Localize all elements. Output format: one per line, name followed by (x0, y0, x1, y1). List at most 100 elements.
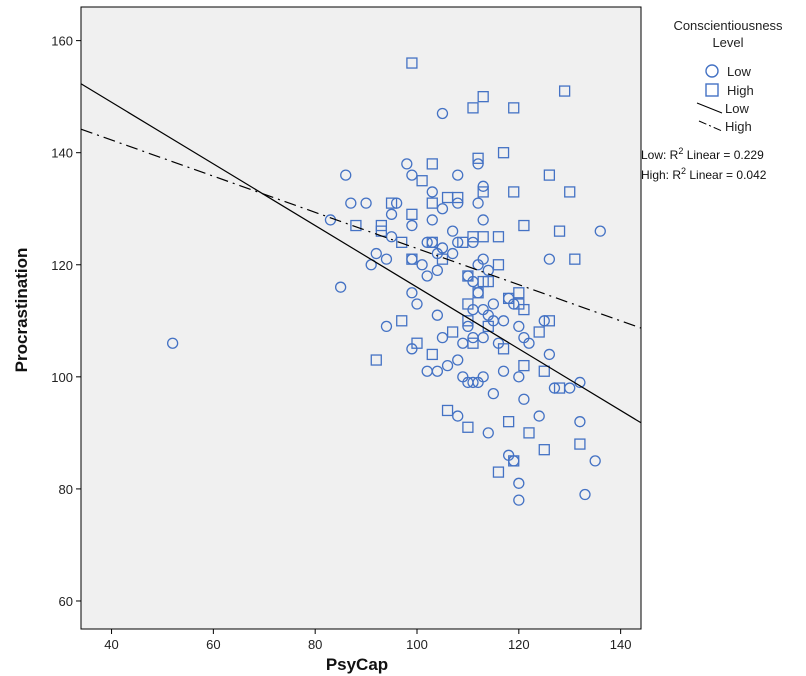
r-squared-low: Low: R2 Linear = 0.229 (641, 146, 764, 162)
high-point (508, 455, 520, 467)
axes: 40 60 80 100 120 140 60 80 100 120 140 160 (51, 34, 631, 652)
low-point (513, 371, 525, 383)
low-point (589, 455, 601, 467)
high-point (497, 343, 510, 355)
low-point (426, 186, 438, 198)
low-point (497, 365, 510, 377)
high-point (502, 416, 515, 428)
low-point (452, 354, 464, 366)
high-point (406, 57, 418, 69)
high-point (426, 158, 438, 170)
high-point (446, 326, 459, 338)
legend-low-marker-label: Low (727, 64, 751, 79)
low-point (431, 264, 444, 277)
high-point (538, 444, 550, 456)
high-point (492, 259, 505, 271)
high-point (513, 287, 525, 299)
low-point (360, 197, 372, 209)
low-point (411, 298, 423, 310)
low-point (370, 247, 382, 260)
low-point (543, 253, 556, 265)
high-point (477, 231, 489, 243)
legend-low-line-icon (696, 102, 723, 114)
high-point (543, 315, 556, 327)
high-point (396, 236, 408, 249)
legend: Conscientiousness Level Low High Low Hig… (641, 18, 783, 182)
low-point (523, 337, 535, 349)
low-point (467, 376, 479, 389)
high-point (462, 298, 474, 310)
low-point (166, 337, 179, 349)
x-tick-label: 100 (406, 637, 428, 652)
low-point (345, 197, 357, 209)
legend-high-marker-icon (705, 83, 719, 97)
high-point (426, 197, 438, 209)
fit-lines (80, 83, 642, 424)
high-point (462, 270, 474, 282)
x-tick-label: 140 (610, 637, 632, 652)
high-point (508, 102, 520, 114)
high-point (538, 365, 550, 377)
high-point (569, 253, 581, 265)
high-point (477, 91, 489, 103)
high-point (441, 404, 454, 417)
low-point (334, 281, 347, 293)
x-axis-title: PsyCap (326, 655, 388, 674)
high-point (467, 102, 479, 114)
fit-line-high (80, 128, 642, 329)
high-point (426, 236, 438, 249)
high-markers (350, 57, 586, 478)
high-point (375, 219, 388, 232)
low-point (477, 253, 489, 265)
high-point (553, 225, 566, 237)
high-point (492, 466, 505, 478)
high-point (472, 152, 484, 164)
low-point (513, 494, 525, 506)
low-point (533, 410, 545, 422)
high-point (467, 337, 479, 349)
low-point (380, 320, 393, 333)
high-point (518, 359, 530, 372)
legend-low-marker-icon (705, 64, 719, 78)
high-point (543, 169, 556, 181)
high-point (452, 191, 464, 204)
low-point (340, 169, 352, 181)
x-tick-label: 40 (104, 637, 118, 652)
plot-area (80, 6, 642, 630)
low-point (431, 365, 444, 377)
low-point (472, 197, 484, 209)
high-point (370, 354, 382, 366)
legend-high-line-label: High (725, 119, 752, 134)
low-point (477, 214, 489, 226)
high-point (426, 348, 438, 361)
low-point (513, 320, 525, 333)
y-axis-title: Procrastination (12, 248, 31, 373)
low-point (406, 219, 418, 232)
y-tick-label: 80 (59, 482, 73, 497)
x-tick-label: 120 (508, 637, 530, 652)
low-point (574, 416, 586, 428)
low-point (446, 225, 459, 237)
legend-high-line-icon (698, 120, 723, 132)
fit-line-low (80, 83, 642, 424)
high-point (533, 326, 545, 338)
legend-title-line-2: Level (712, 35, 743, 50)
high-point (477, 186, 489, 198)
low-point (401, 158, 413, 170)
low-point (477, 371, 489, 383)
high-point (492, 231, 505, 243)
low-point (426, 214, 438, 226)
low-point (380, 253, 393, 265)
high-point (518, 219, 530, 232)
y-tick-label: 120 (51, 258, 73, 273)
low-point (421, 270, 433, 282)
high-point (406, 253, 418, 265)
high-point (411, 337, 423, 349)
high-point (462, 421, 474, 433)
high-point (396, 315, 408, 327)
low-point (406, 287, 418, 299)
high-point (518, 303, 530, 316)
high-point (508, 186, 520, 198)
low-point (594, 225, 606, 237)
